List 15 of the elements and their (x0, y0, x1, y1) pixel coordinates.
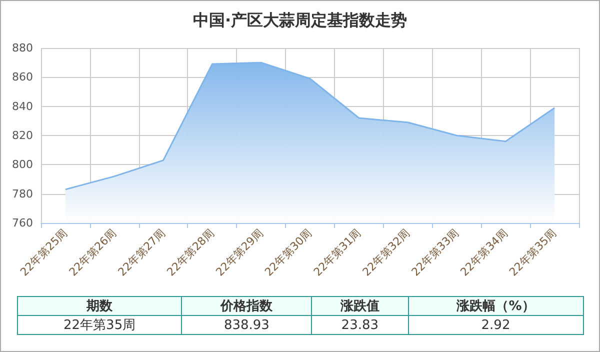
text: 2.92 (408, 316, 584, 334)
text: 期数 (18, 296, 182, 316)
y-tick-label: 860 (12, 70, 33, 84)
text: 涨跌幅（%） (408, 296, 584, 316)
text: 价格指数 (182, 296, 312, 316)
text: 22年第35周 (18, 316, 182, 334)
y-tick-label: 780 (12, 187, 33, 200)
text: 23.83 (312, 316, 408, 334)
y-tick-label: 840 (12, 100, 33, 113)
y-tick-label: 800 (12, 158, 33, 172)
chart-title: 中国·产区大蒜周定基指数走势 (192, 10, 408, 30)
y-tick-label: 880 (12, 42, 33, 54)
y-tick-label: 820 (12, 129, 33, 142)
text: 838.93 (182, 316, 312, 334)
text: 涨跌值 (312, 296, 408, 316)
